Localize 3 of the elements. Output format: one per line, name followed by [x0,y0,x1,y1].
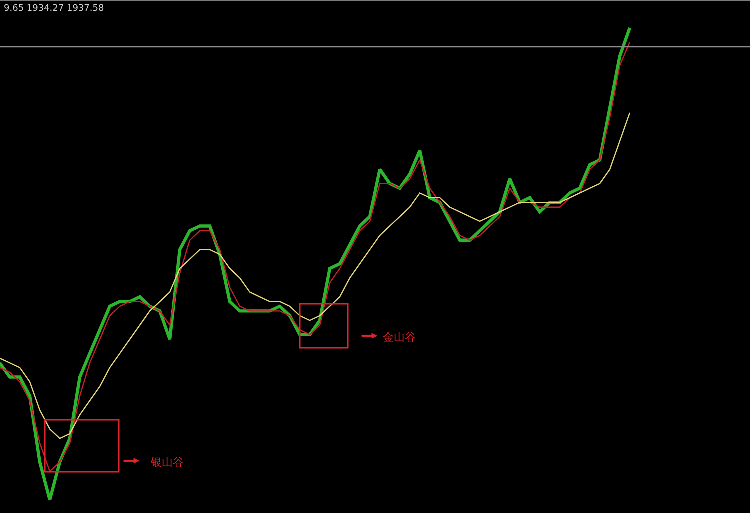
text: 9.65 1934.27 1937.58 [4,4,104,14]
annotation: 金山谷 [383,331,416,344]
annotation: 银山谷 [150,456,184,469]
